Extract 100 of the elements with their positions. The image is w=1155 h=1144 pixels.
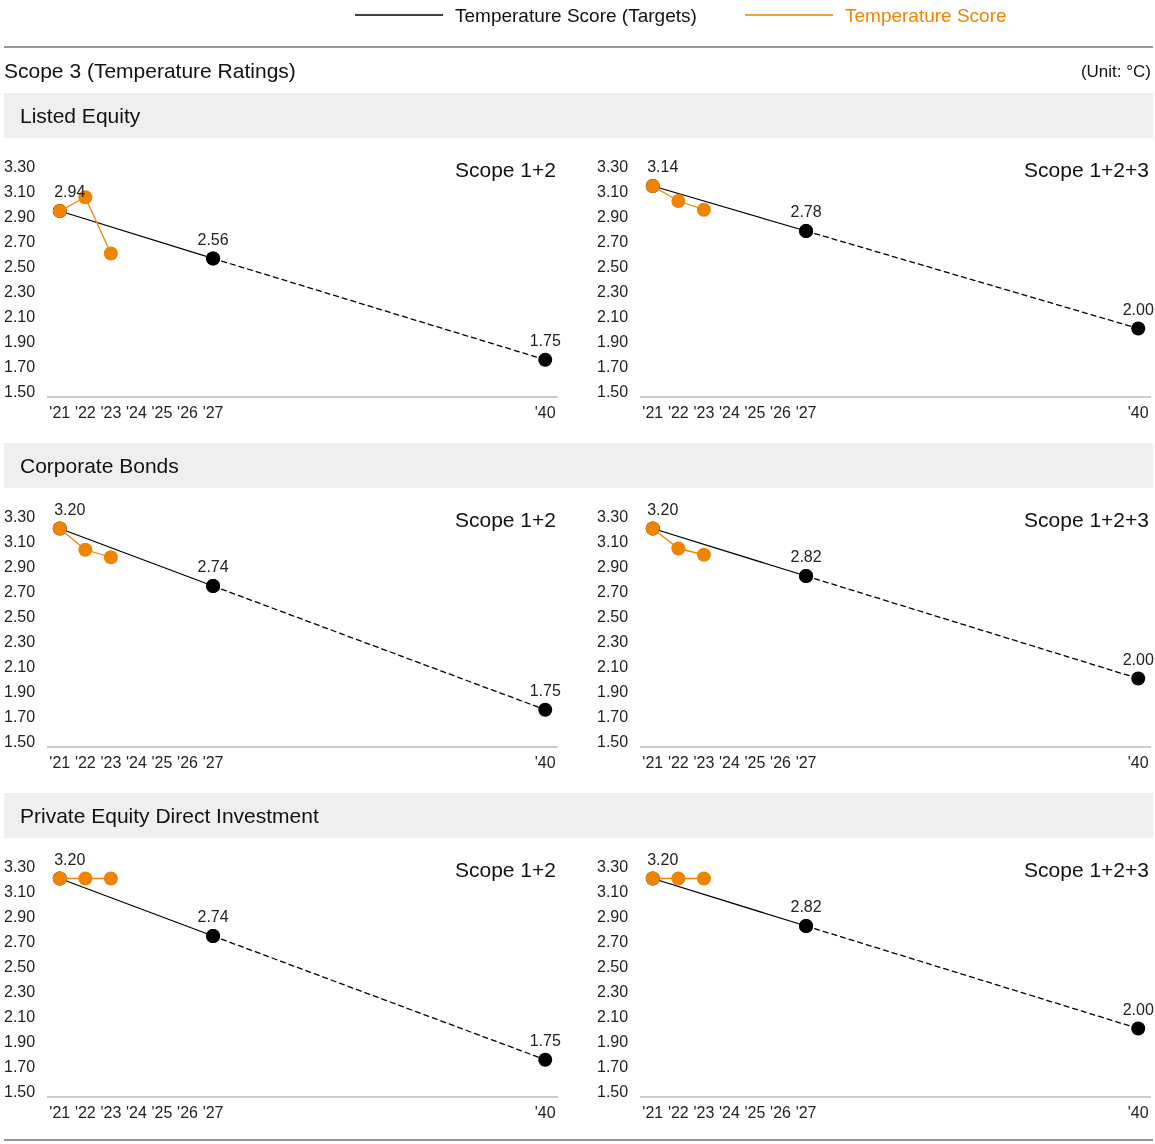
data-label: 3.20 (647, 500, 679, 518)
x-tick-label: '27 (795, 754, 817, 771)
x-tick-label: '40 (1127, 754, 1149, 771)
y-tick-label: 2.90 (4, 907, 36, 925)
x-tick-label: '24 (719, 1104, 740, 1121)
chart-title: Scope 1+2+3 (1024, 858, 1149, 881)
y-tick-label: 1.70 (4, 1057, 36, 1075)
x-tick-label: '26 (770, 754, 792, 771)
data-label: 2.82 (790, 548, 822, 565)
chart-subtitle: Listed Equity (20, 104, 141, 127)
y-tick-label: 2.30 (597, 632, 629, 650)
x-tick-label: '25 (151, 1104, 173, 1121)
x-tick-label: '21 (49, 754, 71, 771)
y-tick-label: 2.10 (4, 657, 36, 675)
chart-subtitle: Private Equity Direct Investment (20, 804, 319, 827)
y-tick-label: 3.10 (4, 182, 36, 200)
data-label: 1.75 (529, 1031, 561, 1049)
chart-title: Scope 1+2 (454, 508, 556, 531)
y-tick-label: 3.10 (4, 532, 36, 550)
y-tick-label: 3.10 (4, 882, 36, 900)
y-tick-label: 2.50 (597, 607, 629, 625)
y-tick-label: 2.30 (4, 632, 36, 650)
y-tick-label: 1.90 (4, 1032, 36, 1050)
x-tick-label: '40 (534, 754, 556, 771)
y-tick-label: 3.10 (597, 882, 629, 900)
y-tick-label: 3.30 (4, 157, 36, 175)
chart-title: Scope 1+2 (454, 158, 556, 181)
y-tick-label: 3.30 (597, 857, 629, 875)
y-tick-label: 1.50 (4, 1082, 36, 1100)
y-tick-label: 3.30 (4, 507, 36, 525)
y-tick-label: 1.90 (597, 332, 629, 350)
x-tick-label: '27 (795, 404, 817, 421)
x-tick-label: '27 (795, 1104, 817, 1121)
x-tick-label: '22 (667, 1104, 689, 1121)
data-label: 2.74 (197, 908, 229, 925)
data-label: 2.00 (1122, 300, 1154, 318)
x-tick-label: '25 (744, 404, 766, 421)
x-tick-label: '22 (74, 754, 96, 771)
x-tick-label: '21 (49, 404, 71, 421)
x-tick-label: '21 (642, 754, 664, 771)
data-label: 3.20 (647, 850, 679, 868)
x-tick-label: '22 (74, 1104, 96, 1121)
x-tick-label: '24 (719, 404, 740, 421)
data-label: 3.20 (54, 500, 86, 518)
x-tick-label: '26 (177, 404, 199, 421)
y-tick-label: 2.70 (4, 582, 36, 600)
x-tick-label: '27 (202, 754, 224, 771)
y-tick-label: 2.90 (597, 207, 629, 225)
x-tick-label: '40 (534, 1104, 556, 1121)
y-tick-label: 1.50 (597, 382, 629, 400)
y-tick-label: 3.30 (597, 157, 629, 175)
chart-subtitle: Corporate Bonds (20, 454, 179, 477)
y-tick-label: 3.30 (597, 507, 629, 525)
y-tick-label: 2.90 (597, 907, 629, 925)
data-label: 1.75 (529, 681, 561, 699)
chart-title: Scope 1+2 (454, 858, 556, 881)
y-tick-label: 3.10 (597, 182, 629, 200)
y-tick-label: 2.70 (4, 932, 36, 950)
data-label: 2.74 (197, 558, 229, 575)
y-tick-label: 1.90 (597, 1032, 629, 1050)
x-tick-label: '23 (100, 754, 122, 771)
y-tick-label: 2.10 (597, 657, 629, 675)
x-tick-label: '26 (770, 1104, 792, 1121)
data-label: 2.00 (1122, 1000, 1154, 1018)
x-tick-label: '23 (693, 754, 715, 771)
y-tick-label: 1.70 (597, 1057, 629, 1075)
y-tick-label: 2.10 (597, 307, 629, 325)
x-tick-label: '23 (693, 404, 715, 421)
x-tick-label: '25 (151, 404, 173, 421)
x-tick-label: '40 (534, 404, 556, 421)
y-tick-label: 2.90 (597, 557, 629, 575)
y-tick-label: 1.90 (597, 682, 629, 700)
x-tick-label: '24 (126, 404, 147, 421)
y-tick-label: 1.50 (4, 382, 36, 400)
x-tick-label: '26 (177, 1104, 199, 1121)
x-tick-label: '25 (744, 1104, 766, 1121)
x-tick-label: '25 (744, 754, 766, 771)
y-tick-label: 2.50 (597, 957, 629, 975)
legend-label: Temperature Score (Targets) (455, 4, 697, 26)
x-tick-label: '26 (177, 754, 199, 771)
x-tick-label: '24 (126, 754, 147, 771)
y-tick-label: 1.50 (597, 732, 629, 750)
x-tick-label: '23 (100, 404, 122, 421)
text: Scope 3 (Temperature Ratings) (4, 59, 296, 83)
y-tick-label: 2.50 (597, 257, 629, 275)
x-tick-label: '22 (667, 404, 689, 421)
data-label: 2.82 (790, 898, 822, 915)
data-label: 2.78 (790, 203, 822, 220)
y-tick-label: 2.70 (597, 232, 629, 250)
y-tick-label: 1.50 (4, 732, 36, 750)
y-tick-label: 1.70 (4, 707, 36, 725)
x-tick-label: '27 (202, 1104, 224, 1121)
y-tick-label: 2.90 (4, 207, 36, 225)
data-label: 3.20 (54, 850, 86, 868)
y-tick-label: 2.50 (4, 957, 36, 975)
chart-title: Scope 1+2+3 (1024, 158, 1149, 181)
y-tick-label: 2.30 (597, 282, 629, 300)
legend-label: Temperature Score (845, 4, 1007, 26)
y-tick-label: 2.50 (4, 257, 36, 275)
y-tick-label: 2.70 (597, 582, 629, 600)
